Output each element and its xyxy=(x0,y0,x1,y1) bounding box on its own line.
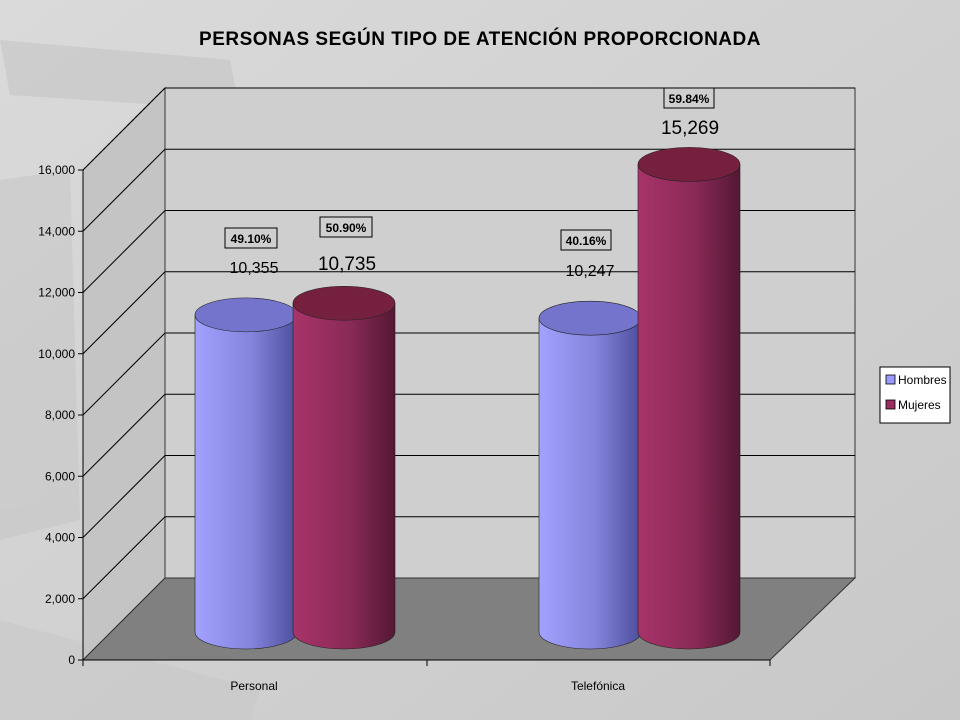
legend-swatch-hombres xyxy=(885,374,896,385)
legend: Hombres Mujeres xyxy=(879,366,951,424)
bar-top xyxy=(292,285,396,321)
bars xyxy=(194,147,741,650)
x-tick-label: Telefónica xyxy=(571,679,625,693)
gridline-side xyxy=(82,210,166,293)
gridline-side xyxy=(82,393,166,477)
x-tick-label: Personal xyxy=(230,679,277,693)
gridline-side xyxy=(82,332,166,416)
bar-top xyxy=(538,300,642,336)
value-label: 15,269 xyxy=(661,118,719,139)
gridline-side xyxy=(82,87,166,171)
x-axis: Personal Telefónica xyxy=(82,659,771,693)
chart-title: PERSONAS SEGÚN TIPO DE ATENCIÓN PROPORCI… xyxy=(199,28,761,50)
y-tick-label: 0 xyxy=(68,653,75,667)
percent-label-box xyxy=(319,216,373,238)
percent-label: 40.16% xyxy=(566,234,607,248)
gridline-side xyxy=(82,271,166,355)
y-tick-label: 12,000 xyxy=(38,286,75,300)
y-tick-label: 16,000 xyxy=(38,163,75,177)
percent-label-box xyxy=(560,229,612,251)
bar-hombres-0 xyxy=(194,297,298,650)
value-label: 10,735 xyxy=(318,254,376,275)
percent-label: 49.10% xyxy=(231,232,272,246)
bar-body xyxy=(194,314,298,650)
percent-label-box xyxy=(224,227,278,249)
y-tick-label: 8,000 xyxy=(45,408,75,422)
gridline-side xyxy=(82,148,166,232)
bar-mujeres-1 xyxy=(637,147,741,650)
y-axis: 0 2,000 4,000 6,000 8,000 10,000 12,000 14,000 1… xyxy=(38,163,84,667)
y-tick-label: 4,000 xyxy=(45,531,75,545)
bar-body xyxy=(538,317,642,650)
y-tick-label: 14,000 xyxy=(38,224,75,238)
y-tick-label: 6,000 xyxy=(45,469,75,483)
bar-body xyxy=(637,164,741,650)
percent-label-box xyxy=(663,87,715,109)
percent-label: 50.90% xyxy=(326,221,367,235)
legend-swatch-mujeres xyxy=(885,399,896,410)
gridline-side xyxy=(82,516,166,600)
bar-mujeres-0 xyxy=(292,285,396,650)
bar-top xyxy=(637,147,741,182)
percent-label: 59.84% xyxy=(669,92,710,106)
value-label: 10,247 xyxy=(566,263,615,280)
gridline-side xyxy=(82,455,166,538)
bar-body xyxy=(292,302,396,650)
legend-label-mujeres: Mujeres xyxy=(898,398,941,412)
bar-top xyxy=(194,297,298,333)
value-label: 10,355 xyxy=(230,260,279,277)
data-labels: 49.10% 10,355 50.90% 10,735 40.16% 10,247 59.8… xyxy=(224,87,719,280)
legend-label-hombres: Hombres xyxy=(898,373,947,387)
y-tick-label: 10,000 xyxy=(38,347,75,361)
bar-hombres-1 xyxy=(538,300,642,650)
y-tick-label: 2,000 xyxy=(45,592,75,606)
